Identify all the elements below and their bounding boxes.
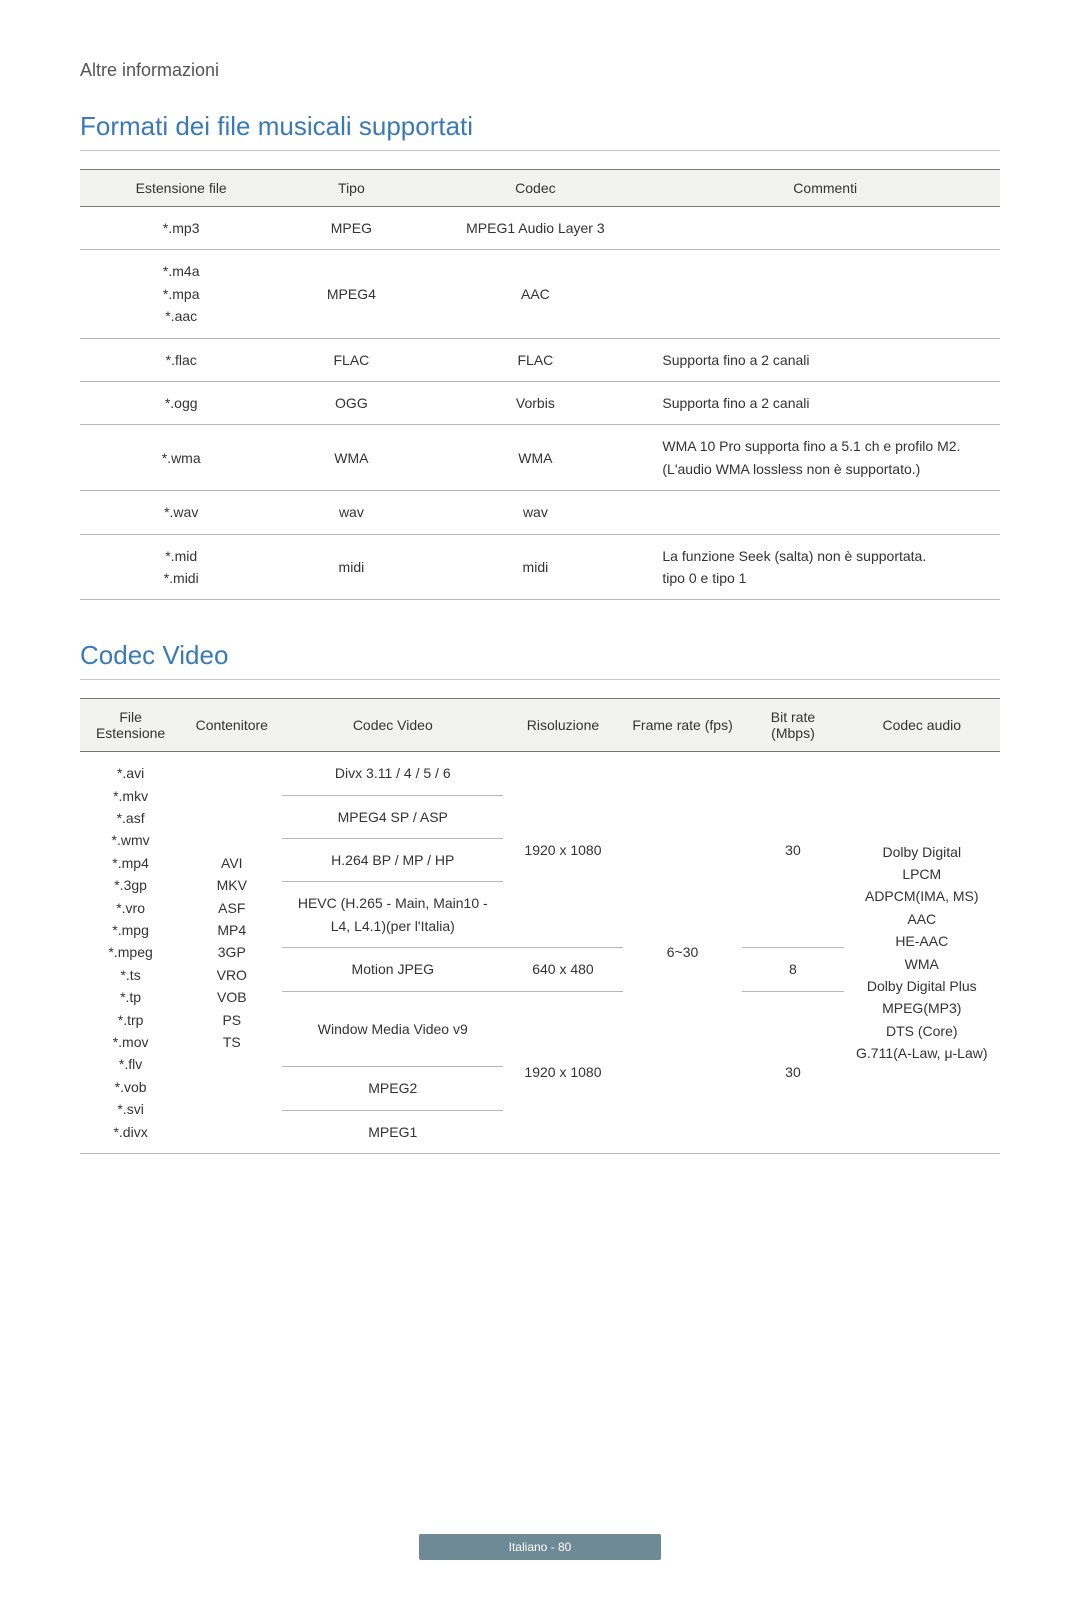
music-codec-cell: midi <box>420 534 650 600</box>
video-col-fps: Frame rate (fps) <box>623 699 743 752</box>
music-codec-cell: AAC <box>420 250 650 338</box>
music-comment-cell: WMA 10 Pro supporta fino a 5.1 ch e prof… <box>650 425 1000 491</box>
music-comment-cell: Supporta fino a 2 canali <box>650 381 1000 424</box>
music-type-cell: WMA <box>282 425 420 491</box>
music-col-comm: Commenti <box>650 170 1000 207</box>
table-row: *.avi*.mkv*.asf*.wmv*.mp4*.3gp*.vro*.mpg… <box>80 752 1000 795</box>
music-codec-cell: WMA <box>420 425 650 491</box>
music-type-cell: wav <box>282 491 420 534</box>
music-comment-cell <box>650 250 1000 338</box>
music-col-codec: Codec <box>420 170 650 207</box>
video-res-cell: 1920 x 1080 <box>503 752 623 948</box>
music-col-ext: Estensione file <box>80 170 282 207</box>
video-col-res: Risoluzione <box>503 699 623 752</box>
video-col-ext: File Estensione <box>80 699 181 752</box>
video-section-title: Codec Video <box>80 640 1000 680</box>
table-row: *.wmaWMAWMAWMA 10 Pro supporta fino a 5.… <box>80 425 1000 491</box>
video-bitrate-cell: 30 <box>742 752 843 948</box>
table-row: *.oggOGGVorbisSupporta fino a 2 canali <box>80 381 1000 424</box>
video-bitrate-cell: 8 <box>742 948 843 991</box>
music-formats-table: Estensione file Tipo Codec Commenti *.mp… <box>80 169 1000 600</box>
music-ext-cell: *.ogg <box>80 381 282 424</box>
music-type-cell: OGG <box>282 381 420 424</box>
video-col-audio: Codec audio <box>844 699 1000 752</box>
table-row: *.mp3MPEGMPEG1 Audio Layer 3 <box>80 207 1000 250</box>
music-section-title: Formati dei file musicali supportati <box>80 111 1000 151</box>
music-ext-cell: *.flac <box>80 338 282 381</box>
music-ext-cell: *.wav <box>80 491 282 534</box>
video-codec-cell: H.264 BP / MP / HP <box>282 839 503 882</box>
music-comment-cell <box>650 207 1000 250</box>
video-codec-cell: HEVC (H.265 - Main, Main10 - L4, L4.1)(p… <box>282 882 503 948</box>
video-res-cell: 1920 x 1080 <box>503 991 623 1153</box>
music-comment-cell: Supporta fino a 2 canali <box>650 338 1000 381</box>
video-fps-cell: 6~30 <box>623 752 743 1154</box>
video-codec-table: File Estensione Contenitore Codec Video … <box>80 698 1000 1154</box>
page-footer: Italiano - 80 <box>80 1534 1000 1560</box>
video-codec-cell: Window Media Video v9 <box>282 991 503 1067</box>
video-bitrate-cell: 30 <box>742 991 843 1153</box>
music-codec-cell: Vorbis <box>420 381 650 424</box>
table-row: *.flacFLACFLACSupporta fino a 2 canali <box>80 338 1000 381</box>
video-codec-cell: Motion JPEG <box>282 948 503 991</box>
music-comment-cell: La funzione Seek (salta) non è supportat… <box>650 534 1000 600</box>
music-ext-cell: *.mp3 <box>80 207 282 250</box>
video-col-container: Contenitore <box>181 699 282 752</box>
video-codec-cell: MPEG1 <box>282 1110 503 1153</box>
video-codec-cell: Divx 3.11 / 4 / 5 / 6 <box>282 752 503 795</box>
music-codec-cell: MPEG1 Audio Layer 3 <box>420 207 650 250</box>
video-audio-cell: Dolby DigitalLPCMADPCM(IMA, MS)AACHE-AAC… <box>844 752 1000 1154</box>
music-comment-cell <box>650 491 1000 534</box>
music-codec-cell: FLAC <box>420 338 650 381</box>
music-type-cell: MPEG4 <box>282 250 420 338</box>
table-row: *.m4a*.mpa*.aacMPEG4AAC <box>80 250 1000 338</box>
music-type-cell: FLAC <box>282 338 420 381</box>
video-codec-cell: MPEG4 SP / ASP <box>282 795 503 838</box>
video-ext-cell: *.avi*.mkv*.asf*.wmv*.mp4*.3gp*.vro*.mpg… <box>80 752 181 1154</box>
video-col-bitrate: Bit rate (Mbps) <box>742 699 843 752</box>
music-col-type: Tipo <box>282 170 420 207</box>
music-ext-cell: *.wma <box>80 425 282 491</box>
video-col-codec: Codec Video <box>282 699 503 752</box>
video-container-cell: AVIMKVASFMP43GPVROVOBPSTS <box>181 752 282 1154</box>
page-number-badge: Italiano - 80 <box>419 1534 662 1560</box>
music-type-cell: midi <box>282 534 420 600</box>
music-type-cell: MPEG <box>282 207 420 250</box>
table-row: *.wavwavwav <box>80 491 1000 534</box>
music-ext-cell: *.m4a*.mpa*.aac <box>80 250 282 338</box>
music-ext-cell: *.mid*.midi <box>80 534 282 600</box>
breadcrumb: Altre informazioni <box>80 60 1000 81</box>
music-codec-cell: wav <box>420 491 650 534</box>
video-res-cell: 640 x 480 <box>503 948 623 991</box>
table-row: *.mid*.midimidimidiLa funzione Seek (sal… <box>80 534 1000 600</box>
video-codec-cell: MPEG2 <box>282 1067 503 1110</box>
